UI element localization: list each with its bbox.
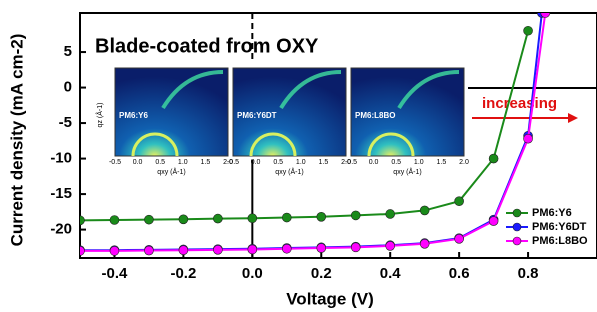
inset-tick: 0.5 <box>273 159 283 166</box>
legend-label: PM6:L8BO <box>532 235 588 247</box>
inset-tick: 1.5 <box>201 159 211 166</box>
marker <box>351 211 360 220</box>
marker <box>110 246 119 255</box>
marker <box>455 197 464 206</box>
marker <box>144 246 153 255</box>
inset-tick: -0.5 <box>345 159 357 166</box>
legend-marker <box>513 237 521 245</box>
marker <box>248 245 257 254</box>
marker <box>420 206 429 215</box>
marker <box>179 246 188 255</box>
marker <box>455 234 464 243</box>
inset-label: PM6:L8BO <box>355 111 395 120</box>
inset-tick: 1.0 <box>296 159 306 166</box>
marker <box>317 212 326 221</box>
marker <box>179 215 188 224</box>
arrow-head <box>568 113 578 123</box>
marker <box>489 154 498 163</box>
marker <box>144 215 153 224</box>
inset-tick: -0.5 <box>227 159 239 166</box>
inset-xlabel: qxy (Å-1) <box>157 167 185 176</box>
x-tick-label: -0.2 <box>170 265 196 282</box>
arrow-label: increasing <box>482 95 557 112</box>
x-tick-label: -0.4 <box>102 265 129 282</box>
marker <box>282 213 291 222</box>
marker <box>351 243 360 252</box>
inset-tick: 1.5 <box>437 159 447 166</box>
inset-tick: 1.0 <box>414 159 424 166</box>
y-tick-label: 5 <box>64 43 72 60</box>
inset-label: PM6:Y6DT <box>237 111 277 120</box>
inset-xlabel: qxy (Å-1) <box>275 167 303 176</box>
inset-tick: 1.0 <box>178 159 188 166</box>
marker <box>541 9 550 18</box>
y-tick-label: -20 <box>50 221 72 238</box>
marker <box>420 239 429 248</box>
y-tick-label: -10 <box>50 150 72 167</box>
legend-marker <box>513 209 521 217</box>
inset-tick: 0.0 <box>369 159 379 166</box>
inset-tick: -0.5 <box>109 159 121 166</box>
marker <box>386 241 395 250</box>
x-axis-label: Voltage (V) <box>286 289 374 308</box>
inset-label: PM6:Y6 <box>119 111 148 120</box>
marker <box>110 216 119 225</box>
inset-tick: 0.5 <box>391 159 401 166</box>
annotation: Blade-coated from OXY <box>95 35 319 57</box>
y-tick-label: -15 <box>50 185 72 202</box>
y-tick-label: 0 <box>64 79 72 96</box>
inset-tick: 0.0 <box>251 159 261 166</box>
marker <box>317 244 326 253</box>
x-tick-label: 0.0 <box>242 265 263 282</box>
chart: Blade-coated from OXY increasing Voltage… <box>0 0 597 312</box>
marker <box>76 246 85 255</box>
marker <box>489 217 498 226</box>
y-axis-label: Current density (mA cm-2) <box>7 34 26 247</box>
marker <box>213 245 222 254</box>
marker <box>282 244 291 253</box>
marker <box>248 214 257 223</box>
marker <box>213 214 222 223</box>
x-tick-label: 0.6 <box>449 265 470 282</box>
inset-ylabel: qz (Å-1) <box>95 103 104 128</box>
marker <box>76 216 85 225</box>
legend-label: PM6:Y6 <box>532 207 572 219</box>
inset-tick: 1.5 <box>319 159 329 166</box>
inset-xlabel: qxy (Å-1) <box>393 167 421 176</box>
x-tick-label: 0.8 <box>518 265 539 282</box>
marker <box>524 134 533 143</box>
inset-tick: 2.0 <box>459 159 469 166</box>
marker <box>386 209 395 218</box>
inset-tick: 0.0 <box>133 159 143 166</box>
x-tick-label: 0.2 <box>311 265 332 282</box>
y-tick-label: -5 <box>59 114 72 131</box>
legend-label: PM6:Y6DT <box>532 221 587 233</box>
x-tick-label: 0.4 <box>380 265 402 282</box>
legend-marker <box>513 223 521 231</box>
inset-tick: 0.5 <box>155 159 165 166</box>
marker <box>524 26 533 35</box>
